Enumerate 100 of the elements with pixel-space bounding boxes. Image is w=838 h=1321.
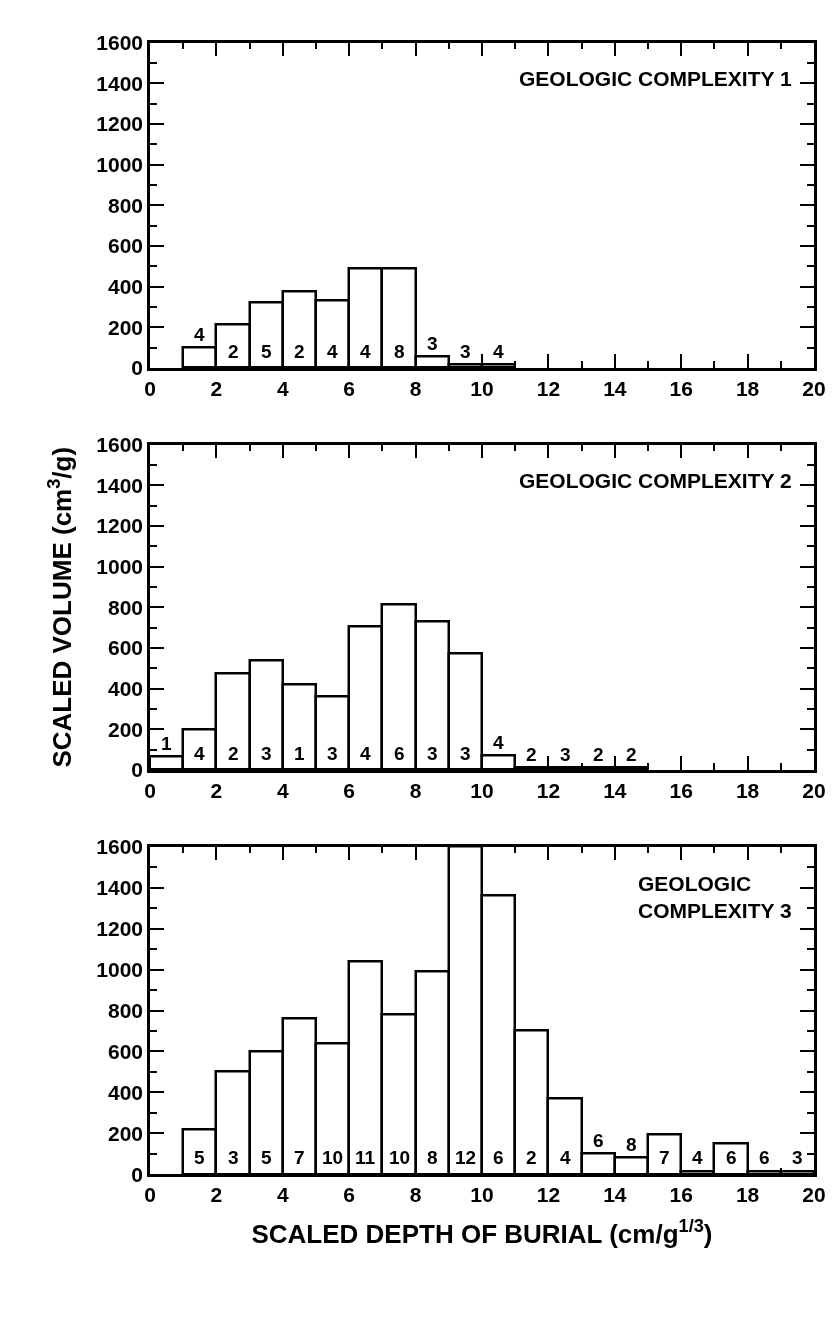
y-tick-label: 400 — [108, 274, 144, 298]
annotation: 2 — [626, 744, 637, 765]
x-tick-label: 14 — [603, 1183, 627, 1207]
annotation: GEOLOGIC COMPLEXITY 3 — [638, 872, 792, 923]
x-tick-label: 2 — [210, 778, 223, 802]
y-tick-label: 1400 — [96, 473, 144, 497]
y-tick-label: 200 — [108, 1121, 144, 1145]
x-tick-label: 12 — [536, 376, 561, 400]
x-tick-label: 6 — [343, 778, 356, 802]
annotation: 2 — [228, 341, 239, 362]
y-tick-label: 1400 — [96, 875, 144, 899]
y-tick-label: 400 — [108, 1080, 144, 1104]
x-tick-label: 12 — [536, 778, 561, 802]
x-tick-label: 16 — [669, 778, 693, 802]
annotation: 4 — [493, 341, 504, 362]
annotation: 6 — [493, 1147, 504, 1168]
y-tick-label: 800 — [108, 595, 144, 619]
annotation: 7 — [659, 1147, 670, 1168]
annotation: 8 — [394, 341, 405, 362]
annotation: 6 — [394, 743, 405, 764]
annotation: 4 — [194, 743, 205, 764]
annotation: 3 — [228, 1147, 239, 1168]
y-tick-label: 200 — [108, 717, 144, 741]
annotation: 4 — [194, 324, 205, 345]
annotation: 3 — [460, 341, 471, 362]
x-tick-label: 12 — [536, 1183, 561, 1207]
x-tick-label: 4 — [276, 376, 289, 400]
x-tick-label: 20 — [802, 1183, 826, 1207]
annotation: 3 — [792, 1147, 803, 1168]
annotation: 6 — [759, 1147, 770, 1168]
y-tick-label: 400 — [108, 676, 144, 700]
annotation: 2 — [228, 743, 239, 764]
x-tick-label: 14 — [603, 376, 627, 400]
annotation: 2 — [526, 744, 537, 765]
x-tick-label: 16 — [669, 376, 693, 400]
annotation: 5 — [194, 1147, 205, 1168]
x-tick-label: 4 — [276, 778, 289, 802]
x-tick-label: 20 — [802, 376, 826, 400]
annotation: 4 — [327, 341, 338, 362]
y-tick-label: 1200 — [96, 514, 144, 538]
y-tick-label: 600 — [108, 1039, 144, 1063]
annotation: 10 — [322, 1147, 344, 1168]
x-tick-label: 14 — [603, 778, 627, 802]
annotation: 5 — [261, 341, 272, 362]
y-tick-label: 1600 — [96, 834, 144, 858]
annotation: 8 — [626, 1134, 637, 1155]
annotation: 3 — [460, 743, 471, 764]
annotation: 10 — [389, 1147, 411, 1168]
x-tick-label: 16 — [669, 1183, 693, 1207]
y-tick-label: 1200 — [96, 916, 144, 940]
x-tick-label: 8 — [409, 376, 422, 400]
annotation: 5 — [261, 1147, 272, 1168]
x-tick-label: 8 — [409, 778, 422, 802]
annotation: 4 — [360, 341, 371, 362]
annotation: 3 — [427, 743, 438, 764]
x-tick-label: 2 — [210, 376, 223, 400]
y-tick-label: 0 — [131, 1162, 144, 1186]
x-tick-label: 6 — [343, 1183, 356, 1207]
y-tick-label: 0 — [131, 758, 144, 782]
y-tick-label: 1000 — [96, 554, 144, 578]
x-tick-label: 20 — [802, 778, 826, 802]
annotation: 2 — [593, 744, 604, 765]
y-tick-label: 0 — [131, 356, 144, 380]
annotation: 7 — [294, 1147, 305, 1168]
y-tick-label: 600 — [108, 636, 144, 660]
annotation: 3 — [427, 333, 438, 354]
x-tick-label: 6 — [343, 376, 356, 400]
annotation: GEOLOGIC COMPLEXITY 1 — [519, 67, 792, 90]
annotation: 4 — [560, 1147, 571, 1168]
annotation: 2 — [294, 341, 305, 362]
y-tick-label: 1400 — [96, 71, 144, 95]
annotation: 4 — [360, 743, 371, 764]
y-tick-label: 1000 — [96, 152, 144, 176]
x-tick-label: 2 — [210, 1183, 223, 1207]
y-tick-label: 1600 — [96, 432, 144, 456]
annotation: 6 — [726, 1147, 737, 1168]
x-tick-label: 10 — [470, 1183, 494, 1207]
annotation: 1 — [294, 743, 305, 764]
x-tick-label: 4 — [276, 1183, 289, 1207]
y-tick-label: 600 — [108, 234, 144, 258]
annotation: 4 — [692, 1147, 703, 1168]
annotation: 4 — [493, 732, 504, 753]
annotation: 6 — [593, 1130, 604, 1151]
y-tick-label: 800 — [108, 193, 144, 217]
annotation: 3 — [560, 744, 571, 765]
x-tick-label: 18 — [735, 376, 760, 400]
x-tick-label: 10 — [470, 376, 494, 400]
annotation: 2 — [526, 1147, 537, 1168]
y-tick-label: 800 — [108, 998, 144, 1022]
annotation: 8 — [427, 1147, 438, 1168]
x-tick-label: 18 — [735, 778, 760, 802]
y-tick-label: 200 — [108, 315, 144, 339]
x-axis-title: SCALED DEPTH OF BURIAL (cm/g$^{1/3}$) — [251, 1216, 713, 1250]
annotation: 11 — [355, 1147, 376, 1168]
annotation: 3 — [261, 743, 272, 764]
annotation: 12 — [455, 1147, 477, 1168]
annotation: 1 — [161, 733, 172, 754]
y-tick-label: 1200 — [96, 112, 144, 136]
annotation: GEOLOGIC COMPLEXITY 2 — [519, 469, 792, 492]
y-tick-label: 1000 — [96, 957, 144, 981]
